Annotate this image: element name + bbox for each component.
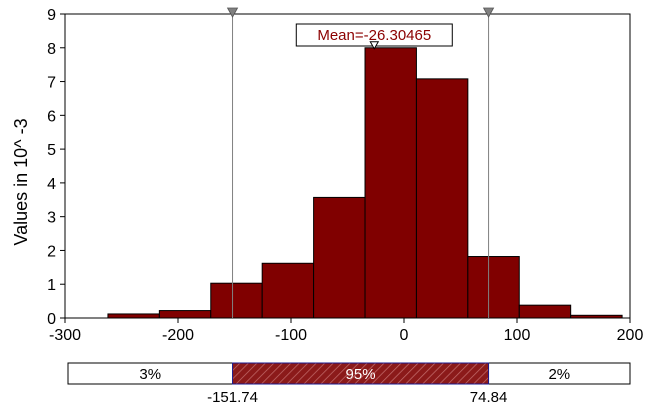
bars-layer — [107, 47, 623, 319]
histogram-bar — [210, 282, 263, 319]
x-tick-label: 200 — [617, 327, 644, 344]
x-tick-label: -100 — [275, 327, 307, 344]
y-tick-label: 5 — [47, 142, 56, 159]
x-tick-label: 100 — [504, 327, 531, 344]
y-tick-label: 4 — [47, 176, 56, 193]
histogram-bar — [570, 314, 623, 319]
y-tick-label: 1 — [47, 277, 56, 294]
lower-bound-label: -151.74 — [207, 389, 258, 406]
y-tick-label: 7 — [47, 75, 56, 92]
y-axis: 0 1 2 3 4 5 6 7 8 9 — [47, 7, 65, 328]
y-tick-label: 0 — [47, 311, 56, 328]
y-tick-label: 9 — [47, 7, 56, 24]
percentile-bar-center-band — [232, 362, 490, 385]
mean-marker-icon — [369, 41, 380, 50]
x-tick-label: 0 — [400, 327, 409, 344]
percentile-left-label: 3% — [139, 366, 161, 383]
y-tick-label: 6 — [47, 108, 56, 125]
upper-bound-marker-icon[interactable] — [482, 7, 495, 18]
percentile-right-label: 2% — [548, 366, 570, 383]
y-tick-label: 2 — [47, 243, 56, 260]
x-axis: -300 -200 -100 0 100 200 — [49, 318, 643, 344]
histogram-bar — [467, 256, 520, 319]
histogram-bar — [313, 196, 366, 319]
histogram-bar — [364, 47, 417, 319]
mean-callout: Mean=-26.30465 — [295, 23, 453, 50]
percentile-bar: 3% 95% 2% -151.74 74.84 — [67, 362, 631, 406]
mean-label: Mean=-26.30465 — [317, 27, 431, 44]
x-tick-label: -300 — [49, 327, 81, 344]
x-tick-label: -200 — [162, 327, 194, 344]
y-tick-label: 8 — [47, 41, 56, 58]
y-axis-label: Values in 10^ -3 — [11, 118, 31, 245]
y-tick-label: 3 — [47, 210, 56, 227]
histogram-bar — [415, 78, 469, 319]
histogram-bar — [158, 310, 212, 319]
markers-layer — [226, 7, 495, 318]
percentile-center-label: 95% — [346, 366, 376, 383]
histogram-bar — [261, 262, 315, 319]
lower-bound-marker-icon[interactable] — [226, 7, 239, 18]
histogram-bar — [107, 313, 160, 319]
upper-bound-label: 74.84 — [470, 389, 508, 406]
histogram-bar — [518, 304, 572, 319]
